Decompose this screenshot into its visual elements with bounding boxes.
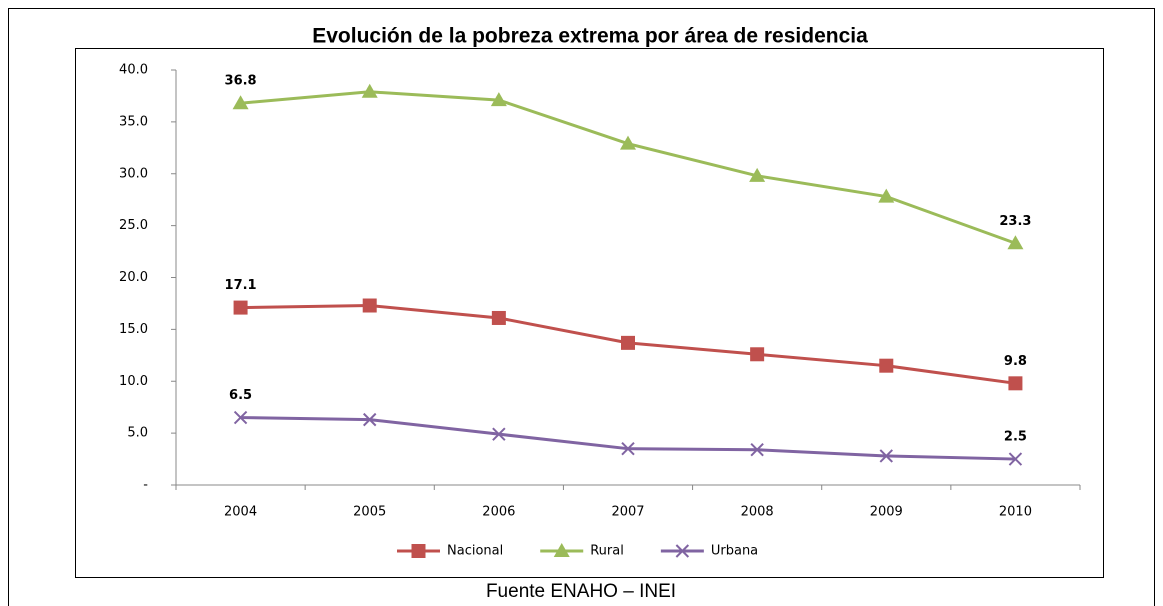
marker — [492, 427, 506, 441]
y-tick-label: 15.0 — [119, 322, 148, 337]
y-tick-label: 20.0 — [119, 270, 148, 285]
marker — [879, 449, 893, 463]
marker — [675, 544, 690, 558]
x-tick-label: 2009 — [870, 505, 903, 520]
data-label: 6.5 — [229, 388, 252, 403]
data-label: 23.3 — [999, 214, 1031, 229]
y-tick-label: 30.0 — [119, 166, 148, 181]
x-tick-label: 2010 — [999, 505, 1032, 520]
y-tick-label: 5.0 — [127, 426, 148, 441]
marker — [363, 412, 377, 427]
marker — [233, 410, 248, 425]
data-label: 17.1 — [225, 278, 257, 293]
x-tick-label: 2005 — [353, 505, 386, 520]
marker — [1008, 376, 1023, 391]
legend-label: Urbana — [711, 544, 758, 559]
x-tick-label: 2007 — [611, 505, 644, 520]
marker — [490, 92, 507, 107]
marker — [232, 95, 249, 110]
marker — [750, 443, 764, 457]
y-tick-label: - — [143, 478, 148, 493]
marker — [233, 300, 248, 315]
marker — [621, 335, 635, 350]
legend-label: Nacional — [447, 544, 503, 559]
data-label: 2.5 — [1004, 430, 1027, 445]
marker — [621, 441, 635, 456]
y-tick-label: 25.0 — [119, 218, 148, 233]
marker — [361, 83, 378, 98]
y-tick-label: 40.0 — [119, 63, 148, 78]
marker — [1008, 452, 1023, 466]
marker — [491, 310, 506, 325]
x-tick-label: 2006 — [482, 505, 515, 520]
marker — [750, 347, 765, 362]
frame — [8, 8, 1155, 606]
chart-area — [75, 48, 1104, 578]
marker — [411, 544, 426, 558]
marker — [620, 135, 636, 150]
source-note: Fuente ENAHO – INEI — [486, 581, 676, 602]
marker — [1007, 235, 1024, 250]
y-tick-label: 35.0 — [119, 114, 148, 129]
marker — [878, 188, 895, 203]
legend-label: Rural — [590, 544, 624, 559]
chart-title: Evolución de la pobreza extrema por área… — [312, 25, 868, 48]
x-tick-label: 2008 — [741, 505, 774, 520]
x-tick-label: 2004 — [224, 505, 257, 520]
y-tick-label: 10.0 — [119, 374, 148, 389]
data-label: 36.8 — [225, 74, 257, 89]
marker — [362, 298, 377, 313]
data-label: 9.8 — [1004, 354, 1027, 369]
marker — [553, 543, 570, 557]
marker — [749, 167, 766, 182]
marker — [879, 358, 894, 373]
